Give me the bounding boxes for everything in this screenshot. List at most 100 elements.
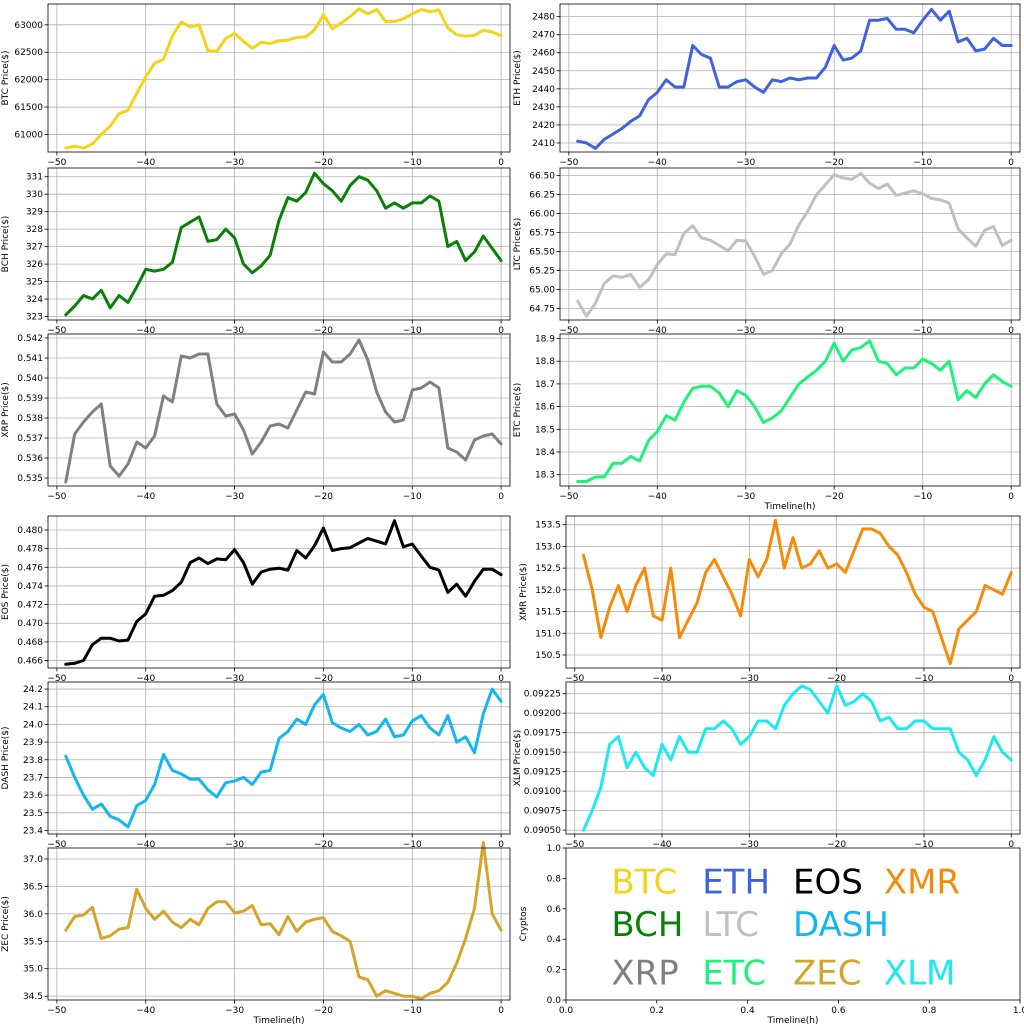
- x-tick-label: 0: [498, 674, 504, 684]
- y-tick-label: 323: [26, 313, 43, 323]
- legend-label-eos: EOS: [793, 862, 863, 902]
- xlm-panel: −50 −40 −30 −20 −10 0 0.09050 0.09075 0.09100 0.0…: [513, 681, 1021, 850]
- y-tick-label: 0.09075: [524, 807, 561, 817]
- x-tick-label: −10: [913, 326, 932, 336]
- x-tick-label: −20: [825, 158, 844, 168]
- y-tick-label: 18.4: [535, 448, 555, 458]
- etc-axes-frame: [559, 333, 1021, 487]
- y-tick-label: 65.50: [529, 248, 555, 258]
- xlm-series-line: [582, 684, 1013, 832]
- x-tick-label: 0.6: [831, 1006, 846, 1016]
- x-tick-label: 0: [498, 158, 504, 168]
- y-tick-label: 2430: [532, 103, 555, 113]
- xrp-y-axis-label: XRP Price($): [1, 382, 11, 437]
- eos-axes-frame: [47, 515, 511, 669]
- y-tick-label: 0.2: [547, 966, 561, 976]
- y-tick-label: 0.537: [17, 434, 43, 444]
- y-tick-label: 0.474: [17, 582, 43, 592]
- y-tick-label: 328: [26, 225, 43, 235]
- y-tick-label: 1.0: [547, 844, 562, 854]
- y-tick-label: 2420: [532, 121, 555, 131]
- x-tick-label: −20: [314, 840, 333, 850]
- x-tick-label: −10: [403, 158, 422, 168]
- x-tick-label: −40: [648, 158, 667, 168]
- legend-label-btc: BTC: [611, 862, 677, 902]
- legend-label-ltc: LTC: [702, 905, 759, 945]
- x-tick-label: −30: [736, 158, 755, 168]
- x-tick-label: 0: [1008, 674, 1014, 684]
- y-tick-label: 23.9: [23, 738, 43, 748]
- y-tick-label: 18.9: [535, 335, 555, 345]
- xmr-panel: −50 −40 −30 −20 −10 0 150.5 151.0 151.5 152.0 152.…: [519, 515, 1021, 684]
- x-tick-label: −50: [559, 492, 578, 502]
- xmr-axes-frame: [565, 515, 1021, 669]
- y-tick-label: 0.536: [17, 454, 43, 464]
- x-tick-label: −10: [914, 840, 933, 850]
- y-tick-label: 0.468: [17, 638, 43, 648]
- eth-panel: −50 −40 −30 −20 −10 0 2410 2420 2430 2440 2450 2460…: [513, 3, 1021, 168]
- y-tick-label: 0.09150: [524, 748, 561, 758]
- y-tick-label: 18.8: [535, 357, 555, 367]
- y-tick-label: 36.5: [23, 882, 43, 892]
- eth-axes-frame: [559, 3, 1021, 153]
- legend-axes-frame: [565, 847, 1021, 1001]
- legend-label-xlm: XLM: [884, 954, 956, 994]
- y-tick-label: 24.2: [23, 685, 43, 695]
- y-tick-label: 62500: [14, 48, 43, 58]
- y-tick-label: 35.0: [23, 965, 43, 975]
- eth-y-axis-label: ETH Price($): [513, 50, 523, 106]
- y-tick-label: 65.25: [529, 267, 555, 277]
- xmr-y-axis-label: XMR Price($): [519, 563, 529, 621]
- zec-x-axis-label: Timeline(h): [253, 1016, 305, 1024]
- y-tick-label: 0.540: [17, 374, 43, 384]
- x-tick-label: −20: [827, 674, 846, 684]
- xrp-axes-frame: [47, 333, 511, 487]
- legend-label-bch: BCH: [611, 905, 683, 945]
- x-tick-label: −10: [913, 492, 932, 502]
- x-tick-label: −30: [225, 326, 244, 336]
- x-tick-label: 0: [1008, 840, 1014, 850]
- x-tick-label: −20: [314, 674, 333, 684]
- y-tick-label: 150.5: [535, 651, 561, 661]
- y-tick-label: 61500: [14, 103, 43, 113]
- legend-label-dash: DASH: [793, 905, 889, 945]
- legend-panel: BTC ETH EOS XMR BCH LTC DASH XRP ETC ZEC XLM 0.0 0.2…: [519, 844, 1024, 1024]
- x-tick-label: −40: [136, 326, 155, 336]
- x-tick-label: −30: [225, 158, 244, 168]
- y-tick-label: 0.09225: [524, 690, 561, 700]
- y-tick-label: 0.476: [17, 563, 43, 573]
- y-tick-label: 2480: [532, 13, 555, 23]
- etc-y-axis-label: ETC Price($): [513, 383, 523, 438]
- etc-x-axis-label: Timeline(h): [764, 502, 816, 512]
- y-tick-label: 0.539: [17, 394, 43, 404]
- bch-series-line: [64, 171, 503, 317]
- y-tick-label: 153.5: [535, 521, 561, 531]
- y-tick-label: 0.480: [17, 526, 43, 536]
- y-tick-label: 152.5: [535, 564, 561, 574]
- y-tick-label: 0.535: [17, 474, 43, 484]
- y-tick-label: 64.75: [529, 305, 555, 315]
- ltc-panel: −50 −40 −30 −20 −10 0 64.75 65.00 65.25 65.50 65.7…: [513, 167, 1021, 336]
- zec-series-line: [64, 841, 503, 1001]
- bch-panel: −50 −40 −30 −20 −10 0 323 324 325 326 327 328 329 330…: [1, 167, 511, 336]
- y-tick-label: 23.8: [23, 756, 43, 766]
- y-tick-label: 0.09125: [524, 768, 561, 778]
- x-tick-label: −40: [648, 326, 667, 336]
- xrp-series-line: [64, 338, 503, 484]
- x-tick-label: −40: [136, 674, 155, 684]
- x-tick-label: −50: [47, 158, 66, 168]
- etc-series-line: [576, 339, 1013, 483]
- x-tick-label: 0: [1008, 492, 1014, 502]
- y-tick-label: 152.0: [535, 586, 561, 596]
- xlm-y-axis-label: XLM Price($): [513, 730, 523, 787]
- x-tick-label: −10: [914, 674, 933, 684]
- x-tick-label: −50: [47, 840, 66, 850]
- zec-panel: −50 −40 −30 −20 −10 0 34.5 35.0 35.5 36.0 36.5 37.0…: [1, 841, 511, 1024]
- y-tick-label: 18.5: [535, 425, 555, 435]
- legend-label-eth: ETH: [702, 862, 770, 902]
- x-tick-label: −30: [740, 674, 759, 684]
- dash-panel: −50 −40 −30 −20 −10 0 23.4 23.5 23.6 23.7 23.8 23.9…: [1, 681, 511, 850]
- y-tick-label: 18.7: [535, 380, 555, 390]
- y-tick-label: 23.5: [23, 809, 43, 819]
